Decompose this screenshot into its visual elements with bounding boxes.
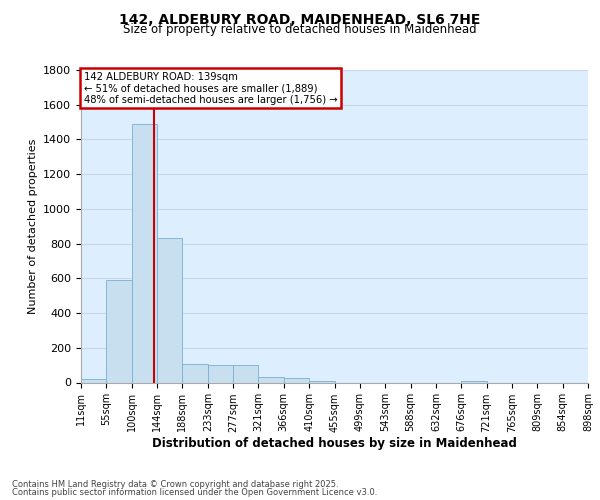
- Text: 142 ALDEBURY ROAD: 139sqm
← 51% of detached houses are smaller (1,889)
48% of se: 142 ALDEBURY ROAD: 139sqm ← 51% of detac…: [83, 72, 337, 105]
- Bar: [157, 238, 182, 382]
- Text: 142, ALDEBURY ROAD, MAIDENHEAD, SL6 7HE: 142, ALDEBURY ROAD, MAIDENHEAD, SL6 7HE: [119, 12, 481, 26]
- Bar: [81, 379, 106, 382]
- Bar: [106, 280, 132, 382]
- Bar: [461, 381, 487, 382]
- Bar: [233, 365, 259, 382]
- Bar: [208, 365, 233, 382]
- Y-axis label: Number of detached properties: Number of detached properties: [28, 138, 38, 314]
- Bar: [284, 378, 309, 382]
- Bar: [309, 381, 335, 382]
- Text: Contains public sector information licensed under the Open Government Licence v3: Contains public sector information licen…: [12, 488, 377, 497]
- Text: Contains HM Land Registry data © Crown copyright and database right 2025.: Contains HM Land Registry data © Crown c…: [12, 480, 338, 489]
- Bar: [259, 378, 284, 382]
- Bar: [182, 364, 208, 382]
- Bar: [132, 124, 157, 382]
- Text: Size of property relative to detached houses in Maidenhead: Size of property relative to detached ho…: [123, 22, 477, 36]
- X-axis label: Distribution of detached houses by size in Maidenhead: Distribution of detached houses by size …: [152, 438, 517, 450]
